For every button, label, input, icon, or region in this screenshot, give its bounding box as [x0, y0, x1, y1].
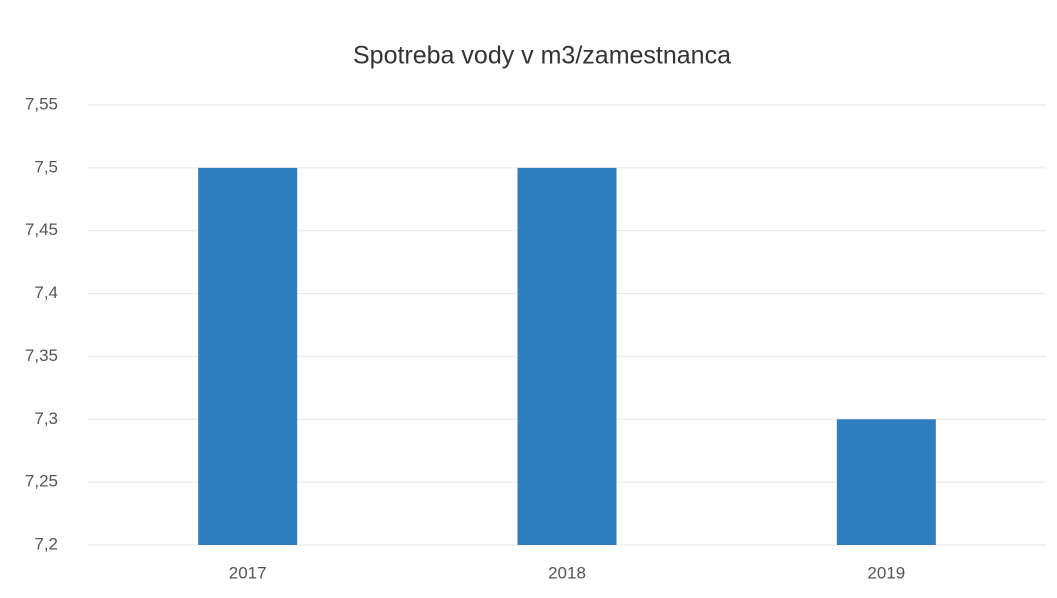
x-tick-label: 2019: [867, 563, 905, 582]
bar: [517, 167, 617, 545]
y-tick-label: 7,45: [25, 220, 58, 239]
y-tick-label: 7,4: [34, 283, 58, 302]
y-tick-label: 7,2: [34, 534, 58, 553]
bar: [836, 419, 936, 545]
chart-title: Spotreba vody v m3/zamestnanca: [353, 42, 731, 70]
bar: [198, 167, 298, 545]
y-tick-label: 7,5: [34, 157, 58, 176]
y-tick-label: 7,55: [25, 94, 58, 113]
x-tick-label: 2017: [229, 563, 267, 582]
y-tick-label: 7,25: [25, 472, 58, 491]
x-tick-label: 2018: [548, 563, 586, 582]
y-tick-label: 7,35: [25, 346, 58, 365]
y-tick-label: 7,3: [34, 409, 58, 428]
